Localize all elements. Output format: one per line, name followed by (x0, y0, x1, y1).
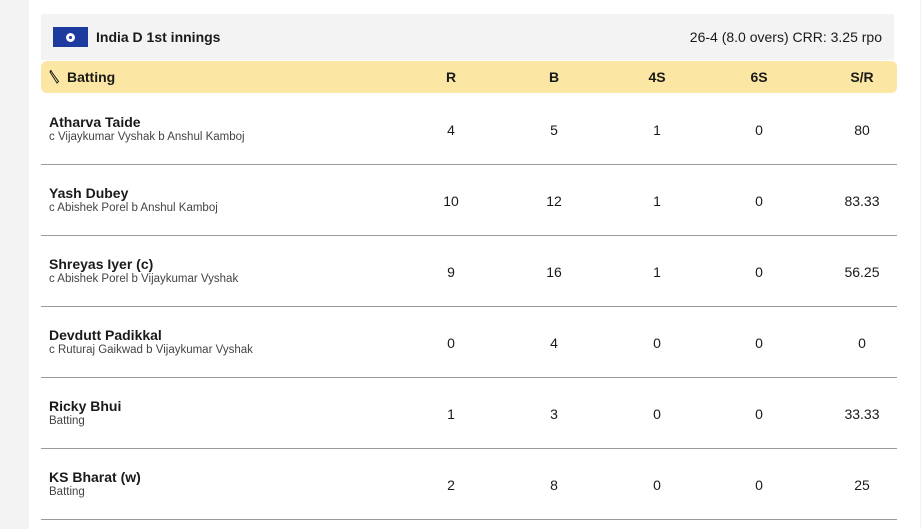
fours-cell: 1 (653, 264, 661, 280)
runs-cell: 1 (447, 406, 455, 422)
batter-row[interactable]: Devdutt Padikkal c Ruturaj Gaikwad b Vij… (41, 307, 897, 378)
col-header-fours: 4S (648, 69, 666, 85)
runs-cell: 2 (447, 477, 455, 493)
fours-cell: 0 (653, 477, 661, 493)
batter-dismissal: c Abishek Porel b Vijaykumar Vyshak (49, 273, 239, 285)
strike-rate-cell: 80 (854, 122, 870, 138)
batter-row[interactable]: Shreyas Iyer (c) c Abishek Porel b Vijay… (41, 236, 897, 307)
batter-row[interactable]: KS Bharat (w) Batting 2 8 0 0 25 (41, 449, 897, 520)
strike-rate-cell: 0 (858, 335, 866, 351)
runs-cell: 9 (447, 264, 455, 280)
batter-row[interactable]: Atharva Taide c Vijaykumar Vyshak b Ansh… (41, 94, 897, 165)
fours-cell: 0 (653, 406, 661, 422)
fours-cell: 0 (653, 335, 661, 351)
innings-score: 26-4 (8.0 overs) CRR: 3.25 rpo (689, 29, 882, 45)
col-header-runs: R (445, 69, 457, 85)
sixes-cell: 0 (755, 193, 763, 209)
scorecard-card: India D 1st innings 26-4 (8.0 overs) CRR… (29, 0, 920, 529)
batter-dismissal: Batting (49, 415, 85, 427)
sixes-cell: 0 (755, 406, 763, 422)
batter-row[interactable]: Ricky Bhui Batting 1 3 0 0 33.33 (41, 378, 897, 449)
strike-rate-cell: 56.25 (844, 264, 880, 280)
batter-name[interactable]: Atharva Taide (49, 114, 141, 130)
balls-cell: 16 (546, 264, 562, 280)
innings-title-group: India D 1st innings (53, 27, 220, 47)
batter-name[interactable]: KS Bharat (w) (49, 469, 141, 485)
sixes-cell: 0 (755, 264, 763, 280)
batter-name[interactable]: Shreyas Iyer (c) (49, 256, 154, 272)
batter-name[interactable]: Ricky Bhui (49, 398, 122, 414)
col-header-strike-rate: S/R (850, 69, 874, 85)
runs-cell: 10 (443, 193, 459, 209)
runs-cell: 4 (447, 122, 455, 138)
batting-header: Batting R B 4S 6S S/R (41, 61, 897, 93)
batter-dismissal: c Vijaykumar Vyshak b Anshul Kamboj (49, 131, 245, 143)
batter-name[interactable]: Devdutt Padikkal (49, 327, 162, 343)
batter-row[interactable]: Yash Dubey c Abishek Porel b Anshul Kamb… (41, 165, 897, 236)
runs-cell: 0 (447, 335, 455, 351)
batter-name[interactable]: Yash Dubey (49, 185, 129, 201)
team-flag-icon (53, 27, 88, 47)
col-header-balls: B (548, 69, 560, 85)
batter-dismissal: Batting (49, 486, 85, 498)
sixes-cell: 0 (755, 335, 763, 351)
balls-cell: 3 (550, 406, 558, 422)
batting-label-group: Batting (49, 69, 115, 85)
fours-cell: 1 (653, 122, 661, 138)
strike-rate-cell: 83.33 (844, 193, 880, 209)
balls-cell: 5 (550, 122, 558, 138)
batter-dismissal: c Ruturaj Gaikwad b Vijaykumar Vyshak (49, 344, 253, 356)
batter-dismissal: c Abishek Porel b Anshul Kamboj (49, 202, 218, 214)
balls-cell: 4 (550, 335, 558, 351)
sixes-cell: 0 (755, 122, 763, 138)
cricket-bat-icon (49, 70, 60, 84)
fours-cell: 1 (653, 193, 661, 209)
innings-title: India D 1st innings (96, 29, 221, 45)
sixes-cell: 0 (755, 477, 763, 493)
strike-rate-cell: 25 (854, 477, 870, 493)
balls-cell: 8 (550, 477, 558, 493)
balls-cell: 12 (546, 193, 562, 209)
innings-header[interactable]: India D 1st innings 26-4 (8.0 overs) CRR… (41, 14, 894, 60)
col-header-sixes: 6S (750, 69, 768, 85)
strike-rate-cell: 33.33 (844, 406, 880, 422)
batting-label: Batting (67, 69, 116, 85)
